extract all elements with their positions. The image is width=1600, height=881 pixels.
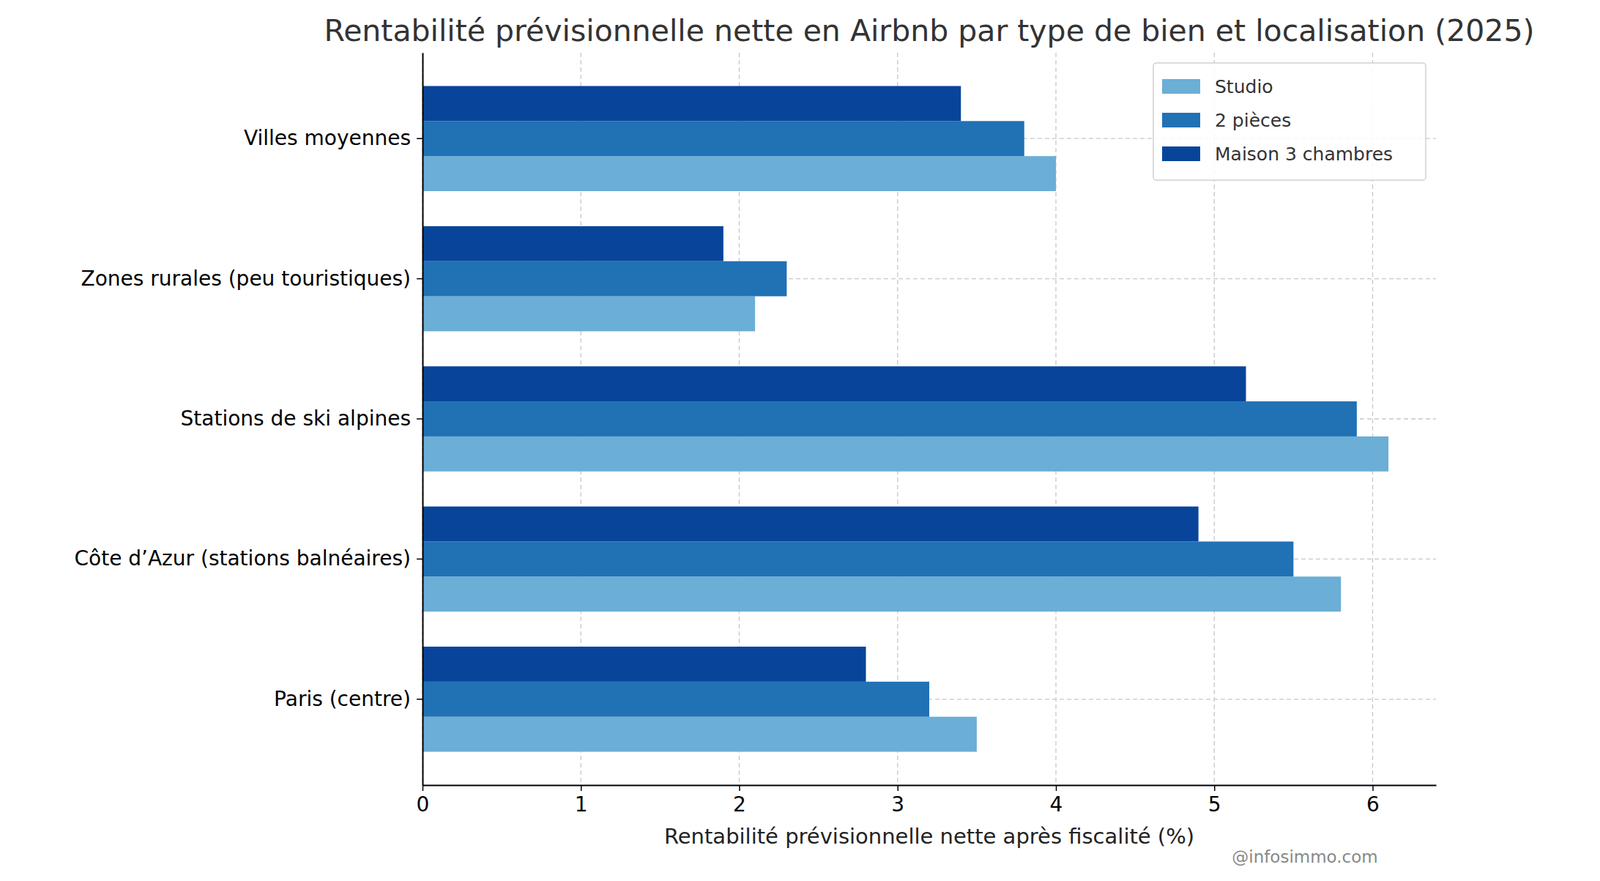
x-tick: 3 xyxy=(891,784,905,817)
y-tick-mark xyxy=(416,278,423,280)
x-tick-label: 2 xyxy=(732,792,747,817)
x-tick: 4 xyxy=(1050,784,1064,817)
y-tick-label: Paris (centre) xyxy=(273,686,411,712)
bar xyxy=(422,85,961,121)
bar xyxy=(422,261,787,297)
grid xyxy=(422,52,1436,785)
y-tick: Côte d’Azur (stations balnéaires) xyxy=(74,546,424,571)
y-tick: Zones rurales (peu touristiques) xyxy=(80,266,423,291)
x-tick-label: 4 xyxy=(1050,792,1064,817)
y-tick: Villes moyennes xyxy=(243,125,423,151)
x-axis-line xyxy=(423,784,1437,787)
x-tick-label: 0 xyxy=(416,792,430,817)
x-tick-mark xyxy=(738,784,741,791)
bar xyxy=(422,576,1341,612)
bar xyxy=(422,296,755,332)
x-tick-mark xyxy=(1055,784,1058,791)
y-axis: Paris (centre) Côte d’Azur (stations baln… xyxy=(74,53,424,786)
x-tick: 0 xyxy=(416,784,430,817)
x-tick: 5 xyxy=(1208,784,1222,817)
x-tick-label: 5 xyxy=(1208,792,1222,817)
bar xyxy=(422,401,1357,437)
bar xyxy=(422,716,977,753)
legend: Studio 2 pièces Maison 3 chambres xyxy=(1153,62,1426,181)
legend-swatch xyxy=(1162,79,1201,94)
chart: 0 1 2 3 4 5 6 Paris (centre) Côte d’Azur (statio… xyxy=(0,0,1600,881)
y-tick-label: Côte d’Azur (stations balnéaires) xyxy=(74,546,412,571)
bar xyxy=(422,155,1056,192)
bar xyxy=(422,506,1199,542)
x-tick-label: 1 xyxy=(574,792,589,817)
y-tick-label: Zones rurales (peu touristiques) xyxy=(80,266,411,291)
x-tick-mark xyxy=(1372,784,1374,791)
x-axis: 0 1 2 3 4 5 6 xyxy=(416,784,1437,817)
x-tick: 6 xyxy=(1366,784,1380,817)
x-tick-mark xyxy=(1214,784,1216,791)
bar xyxy=(422,120,1025,156)
x-tick: 2 xyxy=(732,784,747,817)
x-tick-mark xyxy=(580,784,583,791)
annotation: @infosimmo.com xyxy=(1231,847,1378,867)
legend-swatch xyxy=(1162,112,1201,128)
y-tick-mark xyxy=(416,137,423,140)
y-tick-mark xyxy=(416,698,423,701)
legend-label: 2 pièces xyxy=(1214,109,1291,132)
title: Rentabilité prévisionnelle nette en Airb… xyxy=(324,13,1535,49)
bars xyxy=(422,85,1389,752)
y-tick-label: Villes moyennes xyxy=(243,125,411,151)
legend-label: Maison 3 chambres xyxy=(1214,143,1393,165)
y-tick-mark xyxy=(416,558,423,561)
x-tick-label: 3 xyxy=(891,792,905,817)
y-tick: Paris (centre) xyxy=(273,686,423,712)
bar xyxy=(422,646,867,682)
legend-box xyxy=(1153,62,1426,181)
y-tick-label: Stations de ski alpines xyxy=(180,406,411,431)
legend-swatch xyxy=(1162,146,1201,162)
bar xyxy=(422,226,724,262)
bar xyxy=(422,681,930,717)
x-tick-label: 6 xyxy=(1366,792,1380,817)
bar xyxy=(422,436,1389,472)
bar xyxy=(422,366,1247,402)
y-tick-mark xyxy=(416,418,423,420)
bar xyxy=(422,541,1294,577)
x-tick: 1 xyxy=(574,784,589,817)
y-tick: Stations de ski alpines xyxy=(180,406,423,431)
x-axis-title: Rentabilité prévisionnelle nette après f… xyxy=(664,823,1195,849)
legend-label: Studio xyxy=(1214,76,1274,98)
x-tick-mark xyxy=(897,784,900,791)
x-tick-mark xyxy=(422,784,424,791)
